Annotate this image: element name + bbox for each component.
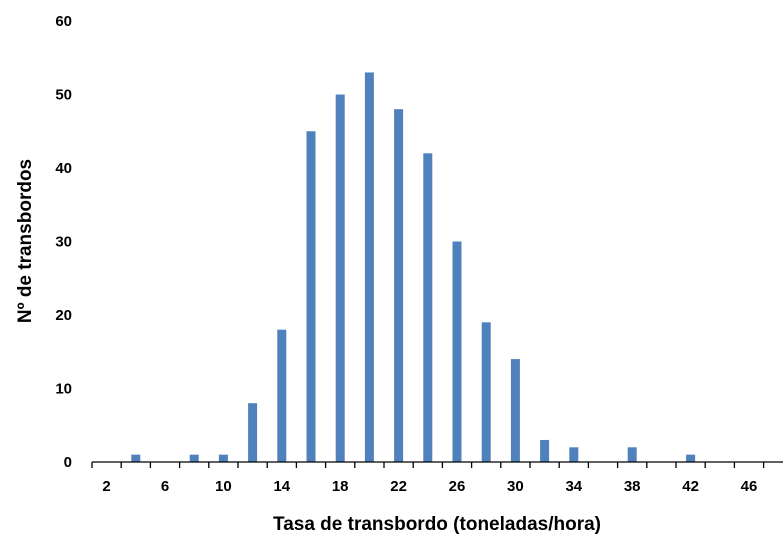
bar-24 [423,153,433,463]
x-tick-label: 46 [741,478,758,495]
x-tick-label: 22 [390,478,407,495]
x-tick-marks [91,462,765,468]
x-tick-label: 10 [215,478,232,495]
x-axis-title: Tasa de transbordo (toneladas/hora) [273,514,601,535]
bar-32 [540,439,550,462]
y-tick-labels: 0 10 20 30 40 50 60 [55,13,72,471]
y-tick-label: 40 [55,160,72,177]
x-tick-label: 30 [507,478,524,495]
x-tick-label: 34 [565,478,582,495]
bar-12 [248,403,258,462]
x-tick-label: 42 [682,478,699,495]
bar-34 [569,447,579,462]
bar-22 [394,109,404,462]
x-tick-label: 14 [273,478,290,495]
y-tick-label: 60 [55,13,72,30]
x-tick-labels: 2 6 10 14 18 22 26 30 34 38 42 46 [102,478,757,495]
x-tick-label: 18 [332,478,349,495]
y-tick-label: 20 [55,307,72,324]
x-tick-label: 38 [624,478,641,495]
y-tick-label: 50 [55,87,72,104]
y-tick-label: 0 [64,454,72,471]
bar-42 [686,454,696,462]
bar-10 [218,454,228,462]
x-tick-label: 2 [102,478,110,495]
bar-14 [277,329,287,462]
bar-28 [481,322,491,462]
bar-8 [189,454,199,462]
y-tick-label: 10 [55,381,72,398]
x-tick-label: 26 [449,478,466,495]
bar-26 [452,241,462,462]
bars-group [131,72,696,463]
bar-4 [131,454,141,462]
bar-16 [306,131,316,462]
bar-20 [364,72,374,462]
y-tick-label: 30 [55,234,72,251]
bar-18 [335,94,345,462]
bar-38 [627,447,637,462]
y-axis-title: Nº de transbordos [15,159,36,323]
x-tick-label: 6 [161,478,169,495]
bar-30 [510,359,520,462]
